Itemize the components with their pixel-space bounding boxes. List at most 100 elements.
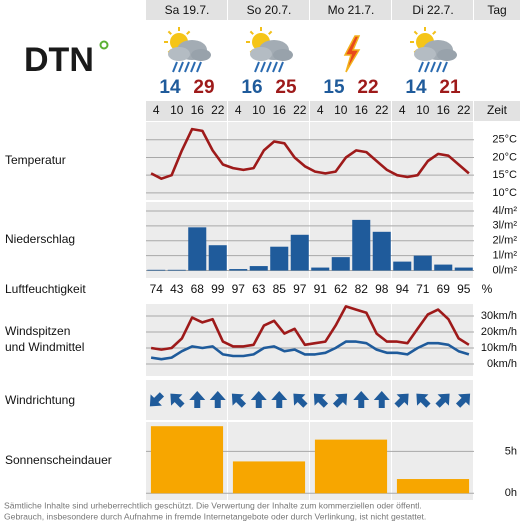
bar bbox=[249, 266, 268, 271]
rain-drop bbox=[190, 61, 196, 73]
humidity-unit: % bbox=[482, 282, 493, 296]
bar bbox=[150, 426, 224, 494]
weather-icon bbox=[410, 27, 457, 73]
y-tick-label: 20°C bbox=[492, 151, 517, 163]
humidity-value: 94 bbox=[396, 282, 410, 296]
humidity-value: 85 bbox=[273, 282, 287, 296]
sun-ray bbox=[249, 30, 254, 35]
y-tick-label: 5h bbox=[505, 445, 517, 457]
humidity-value: 97 bbox=[232, 282, 246, 296]
cloud bbox=[191, 49, 211, 61]
column-bg bbox=[146, 304, 227, 376]
time-label: 10 bbox=[252, 103, 266, 117]
logo-dot bbox=[99, 40, 109, 50]
rain-drop bbox=[430, 61, 436, 73]
footer-text: Gebrauch, insbesondere durch Aufnahme in… bbox=[4, 511, 426, 521]
time-label: 22 bbox=[293, 103, 307, 117]
y-tick-label: 3l/m² bbox=[493, 220, 518, 232]
wind-arrow bbox=[373, 391, 390, 408]
time-label: 4 bbox=[317, 103, 324, 117]
time-label: 16 bbox=[273, 103, 287, 117]
time-label: 10 bbox=[334, 103, 348, 117]
sun-ray bbox=[186, 30, 191, 35]
rain-drop bbox=[418, 61, 424, 73]
humidity-value: 71 bbox=[416, 282, 430, 296]
time-label: 16 bbox=[355, 103, 369, 117]
column-bg bbox=[392, 0, 473, 20]
min-temp: 15 bbox=[323, 77, 345, 98]
bar bbox=[208, 245, 227, 271]
bar bbox=[232, 461, 306, 494]
rain-drop bbox=[184, 61, 190, 73]
time-label: 22 bbox=[375, 103, 389, 117]
cloud bbox=[168, 47, 190, 61]
row-label: Temperatur bbox=[5, 153, 66, 167]
humidity-value: 69 bbox=[437, 282, 451, 296]
time-label: 4 bbox=[235, 103, 242, 117]
day-label: So 20.7. bbox=[247, 3, 292, 17]
weather-icon bbox=[246, 27, 293, 73]
cloud bbox=[437, 49, 457, 61]
column-bg bbox=[392, 122, 473, 200]
day-label: Mo 21.7. bbox=[328, 3, 375, 17]
bar bbox=[290, 234, 309, 271]
weather-icon bbox=[343, 35, 361, 73]
lightning bbox=[343, 35, 361, 73]
row-label: Luftfeuchtigkeit bbox=[5, 282, 86, 296]
wind-arrow bbox=[332, 393, 348, 408]
rain-drop bbox=[254, 61, 260, 73]
y-tick-label: 4l/m² bbox=[493, 205, 518, 217]
bar bbox=[167, 269, 186, 271]
y-tick-label: 0l/m² bbox=[493, 264, 518, 276]
bar bbox=[396, 479, 470, 494]
time-label: 16 bbox=[191, 103, 205, 117]
row-label: und Windmittel bbox=[5, 340, 84, 354]
rain-drop bbox=[172, 61, 178, 73]
rain-drop bbox=[266, 61, 272, 73]
bar bbox=[413, 255, 432, 271]
humidity-value: 68 bbox=[191, 282, 205, 296]
data-line bbox=[150, 127, 470, 180]
y-tick-label: 0km/h bbox=[487, 358, 517, 370]
rain-drop bbox=[260, 61, 266, 73]
weather-icon bbox=[164, 27, 211, 73]
row-label: Niederschlag bbox=[5, 232, 75, 246]
bar bbox=[311, 267, 330, 271]
wind-arrow bbox=[189, 391, 206, 408]
bar bbox=[352, 219, 371, 271]
bar bbox=[393, 261, 412, 271]
column-bg bbox=[310, 101, 391, 121]
wind-arrow bbox=[231, 393, 247, 408]
column-bg bbox=[310, 0, 391, 20]
column-bg bbox=[310, 304, 391, 376]
rain-drop bbox=[196, 61, 202, 73]
humidity-value: 99 bbox=[211, 282, 225, 296]
y-tick-label: 10°C bbox=[492, 187, 517, 199]
cloud bbox=[273, 49, 293, 61]
column-bg bbox=[474, 101, 520, 121]
max-temp: 29 bbox=[193, 77, 214, 98]
day-column-label: Tag bbox=[487, 3, 506, 17]
wind-arrow bbox=[149, 392, 165, 407]
wind-arrow bbox=[250, 391, 267, 408]
humidity-value: 82 bbox=[355, 282, 369, 296]
bar bbox=[229, 269, 248, 271]
humidity-value: 97 bbox=[293, 282, 307, 296]
time-label: 10 bbox=[170, 103, 184, 117]
max-temp: 22 bbox=[357, 77, 378, 98]
column-bg bbox=[146, 122, 227, 200]
time-column-label: Zeit bbox=[487, 103, 508, 117]
y-tick-label: 0h bbox=[505, 487, 517, 499]
column-bg bbox=[228, 101, 309, 121]
row-label: Windspitzen bbox=[5, 324, 70, 338]
data-line bbox=[150, 340, 470, 361]
max-temp: 21 bbox=[439, 77, 461, 98]
bar bbox=[314, 439, 388, 494]
humidity-value: 74 bbox=[150, 282, 164, 296]
min-temp: 14 bbox=[159, 77, 181, 98]
humidity-value: 91 bbox=[314, 282, 328, 296]
row-label: Windrichtung bbox=[5, 393, 75, 407]
column-bg bbox=[228, 122, 309, 200]
humidity-value: 95 bbox=[457, 282, 471, 296]
